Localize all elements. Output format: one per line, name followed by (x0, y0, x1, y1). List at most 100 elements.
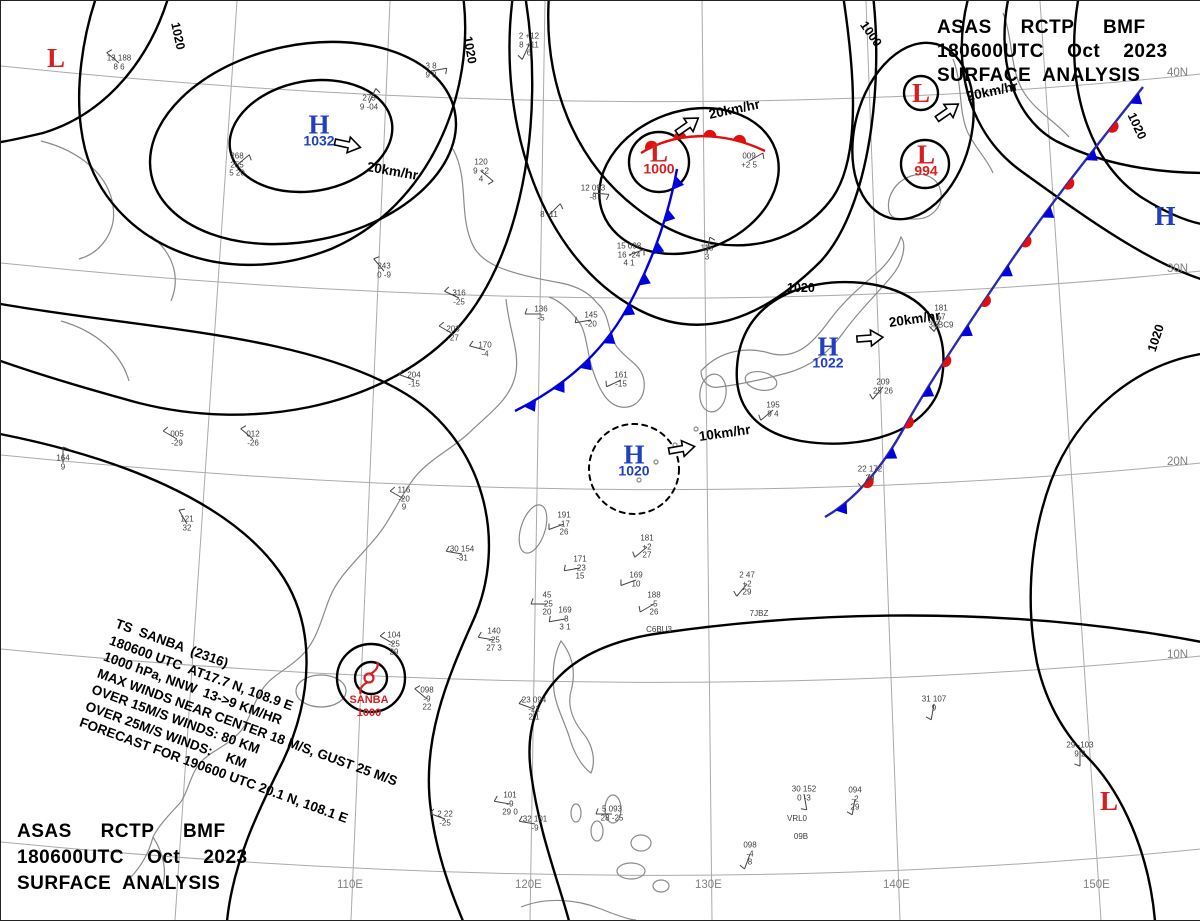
station-value: -25 (437, 819, 453, 828)
station-plot: 32 101-9 (523, 816, 547, 833)
station-value: -20 (584, 320, 597, 329)
wind-barb-tick (564, 565, 565, 571)
speed-arrow-icon (932, 98, 962, 126)
wind-barb-tick (801, 809, 807, 810)
wind-barb-tick (734, 591, 737, 596)
wind-barb-tick (444, 287, 448, 291)
station-value: 9 (922, 704, 946, 713)
wind-barb-tick (596, 808, 598, 814)
wind-barb-tick (439, 322, 444, 326)
wind-barb-tick (633, 552, 635, 558)
longitude-label: 120E (515, 879, 542, 891)
station-value: 26 (647, 608, 660, 617)
station-value: 26 (557, 528, 570, 537)
pressure-value: 1000 (643, 163, 674, 176)
latitude-label: 40N (1167, 67, 1188, 79)
station-value: 7JBZ (750, 610, 769, 619)
station-value: 32 (180, 524, 193, 533)
tropical-storm-icon (360, 662, 377, 694)
station-plot: 170-4 (478, 342, 491, 359)
station-value: -8 (581, 193, 605, 202)
typhoon-name: SANBA (349, 694, 388, 706)
wind-barb-tick (926, 717, 931, 720)
station-plot: 204-15 (407, 372, 420, 389)
pressure-letter: L (643, 143, 674, 163)
cold-front-triangle (623, 303, 635, 315)
pressure-letter: L (47, 48, 65, 68)
station-value: 27 (640, 551, 653, 560)
cold-front-triangle (524, 400, 536, 412)
station-value: +2 5 (741, 161, 757, 170)
station-value: 22 (420, 703, 433, 712)
station-value: 4 1 (617, 259, 641, 268)
wind-barb-tick (560, 204, 563, 209)
station-plot: 161-15 (614, 372, 627, 389)
station-value: -4 (478, 350, 491, 359)
station-value: 29 (848, 803, 861, 812)
station-value: 3 (701, 253, 714, 262)
pressure-value: 1032 (303, 135, 334, 148)
wind-barb-tick (446, 68, 447, 74)
wind-barb-tick (606, 194, 609, 199)
station-value: -15 (614, 380, 627, 389)
wind-barb-tick (525, 308, 527, 314)
speed-arrow-icon (668, 439, 696, 459)
cold-front-triangle (580, 358, 592, 370)
warm-front-semicircle (703, 130, 716, 137)
station-plot: C6BU3 (646, 626, 672, 635)
footer-title-line1: ASAS RCTP BMF (17, 821, 226, 843)
station-plot: 30 154-31 (450, 546, 474, 563)
station-plot: VRL0 (787, 815, 807, 824)
pressure-letter: H (303, 115, 334, 135)
station-value: -25 (452, 298, 465, 307)
station-value: 15 (573, 572, 586, 581)
station-value: 9 4 (766, 410, 779, 419)
low-pressure-center: L (1100, 791, 1118, 811)
station-value: -29 (170, 439, 183, 448)
isobar-label: 1020 (787, 281, 815, 295)
station-value: 9 -04 (360, 103, 378, 112)
station-plot: 09B (794, 833, 808, 842)
pressure-letter: L (1100, 791, 1118, 811)
wind-barb-tick (606, 381, 607, 387)
wind-barb-tick (415, 686, 420, 689)
fronts (515, 87, 1143, 517)
longitude-label: 150E (1083, 879, 1110, 891)
speed-arrow-icon (856, 329, 883, 347)
chart-title-line2: 180600UTC Oct 2023 (937, 41, 1168, 63)
wind-barb-tick (380, 632, 385, 636)
pressure-letter: H (1154, 206, 1175, 226)
wind-barb-tick (531, 598, 533, 604)
wind-barb-tick (639, 606, 640, 612)
station-plot: 316-25 (452, 290, 465, 307)
low-pressure-center: L (47, 48, 65, 68)
wind-barb-tick (376, 88, 380, 92)
station-value: 9 2 (1066, 750, 1093, 759)
high-pressure-center: H (1154, 206, 1175, 226)
station-value: 29 (858, 474, 882, 483)
wind-barb-tick (478, 632, 481, 637)
